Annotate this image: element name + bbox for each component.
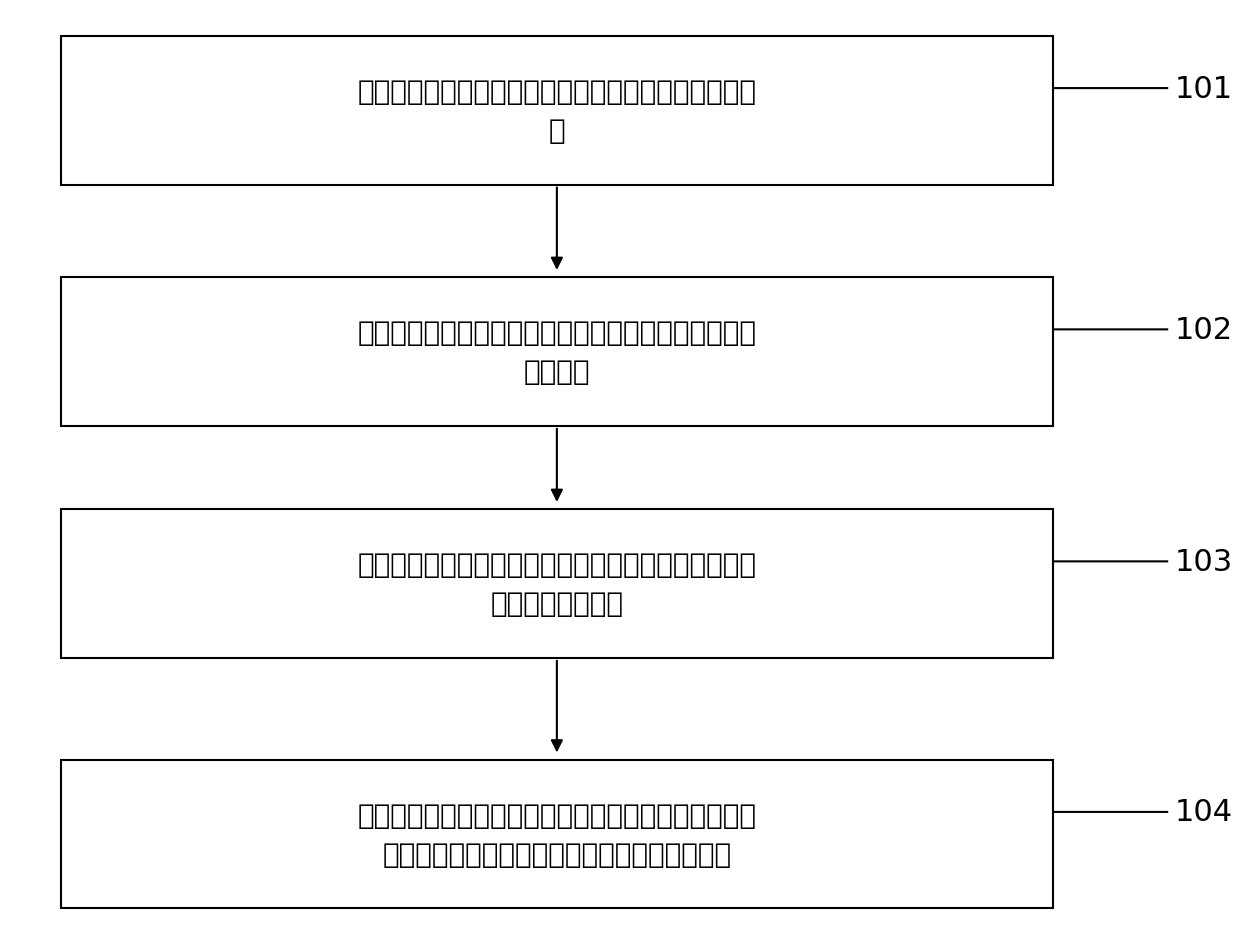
Text: 根据所述河流相沉积油砂体的分布，采用水平井开采模
式，将所述河流相沉积油砂体串联起来进行开采: 根据所述河流相沉积油砂体的分布，采用水平井开采模 式，将所述河流相沉积油砂体串联… [357,801,756,868]
FancyBboxPatch shape [61,37,1053,185]
Text: 102: 102 [1174,315,1233,345]
Text: 104: 104 [1174,797,1233,827]
FancyBboxPatch shape [61,510,1053,658]
Text: 根据所述河流相沉积砂体的空间分布形态，确定河流相
沉积油砂体的分布: 根据所述河流相沉积砂体的空间分布形态，确定河流相 沉积油砂体的分布 [357,551,756,617]
FancyBboxPatch shape [61,760,1053,908]
Text: 101: 101 [1174,74,1233,104]
Text: 基于已钻井的测井资料和地震资料，确定河流相沉积区
域: 基于已钻井的测井资料和地震资料，确定河流相沉积区 域 [357,78,756,145]
FancyBboxPatch shape [61,278,1053,426]
Text: 103: 103 [1174,547,1233,577]
Text: 根据所述河流相沉积区域，确定河流相沉积砂体的空间
分布形态: 根据所述河流相沉积区域，确定河流相沉积砂体的空间 分布形态 [357,319,756,386]
